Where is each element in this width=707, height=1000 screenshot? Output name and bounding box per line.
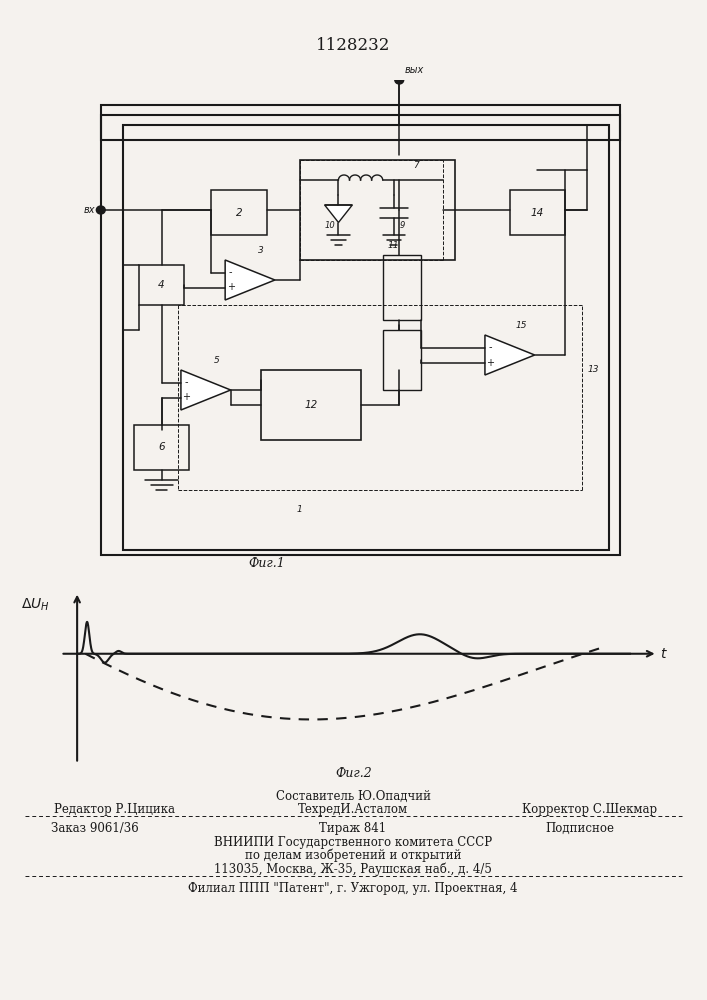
Text: 7: 7 bbox=[413, 161, 419, 170]
Bar bbox=[510, 190, 565, 235]
Text: Фиг.1: Фиг.1 bbox=[248, 557, 285, 570]
Text: 14: 14 bbox=[531, 208, 544, 218]
Text: Заказ 9061/36: Заказ 9061/36 bbox=[51, 822, 139, 835]
Text: Составитель Ю.Опадчий: Составитель Ю.Опадчий bbox=[276, 790, 431, 803]
Text: 113035, Москва, Ж-35, Раушская наб., д. 4/5: 113035, Москва, Ж-35, Раушская наб., д. … bbox=[214, 862, 492, 876]
Text: 15: 15 bbox=[515, 321, 527, 330]
Text: 6: 6 bbox=[158, 442, 165, 452]
Circle shape bbox=[96, 206, 105, 214]
Text: 1128232: 1128232 bbox=[316, 36, 391, 53]
Polygon shape bbox=[325, 205, 352, 223]
Text: Тираж 841: Тираж 841 bbox=[320, 822, 387, 835]
Bar bbox=[261, 370, 361, 440]
Text: Редактор Р.Цицика: Редактор Р.Цицика bbox=[54, 803, 175, 816]
Text: 9: 9 bbox=[399, 221, 404, 230]
Text: вых: вых bbox=[405, 65, 424, 75]
Text: вх: вх bbox=[83, 205, 95, 215]
Text: 3: 3 bbox=[258, 246, 264, 255]
Text: 5: 5 bbox=[214, 356, 220, 365]
Bar bbox=[139, 265, 184, 305]
Bar bbox=[211, 190, 267, 235]
Bar bbox=[134, 425, 189, 470]
Text: ВНИИПИ Государственного комитета СССР: ВНИИПИ Государственного комитета СССР bbox=[214, 836, 492, 849]
Text: Филиал ППП "Патент", г. Ужгород, ул. Проектная, 4: Филиал ППП "Патент", г. Ужгород, ул. Про… bbox=[188, 882, 518, 895]
Circle shape bbox=[395, 76, 404, 84]
Text: 10: 10 bbox=[325, 221, 336, 230]
Text: +: + bbox=[227, 282, 235, 292]
Text: +: + bbox=[182, 392, 190, 402]
Bar bbox=[123, 125, 609, 550]
Text: $\Delta U_H$: $\Delta U_H$ bbox=[21, 597, 49, 613]
Text: 13: 13 bbox=[588, 365, 599, 374]
Bar bbox=[101, 105, 620, 140]
Text: -: - bbox=[185, 377, 188, 387]
Text: ТехредИ.Асталом: ТехредИ.Асталом bbox=[298, 803, 408, 816]
Bar bbox=[101, 115, 620, 555]
Text: Фиг.2: Фиг.2 bbox=[335, 767, 372, 780]
Text: 2: 2 bbox=[235, 208, 243, 218]
Polygon shape bbox=[485, 335, 534, 375]
Text: -: - bbox=[489, 342, 492, 353]
Bar bbox=[382, 255, 421, 320]
Text: 11: 11 bbox=[388, 241, 399, 250]
Text: 4: 4 bbox=[158, 280, 165, 290]
Bar bbox=[382, 330, 421, 390]
Text: +: + bbox=[486, 358, 494, 367]
Text: Корректор С.Шекмар: Корректор С.Шекмар bbox=[522, 803, 658, 816]
Text: 1: 1 bbox=[297, 506, 303, 514]
Polygon shape bbox=[225, 260, 275, 300]
Text: Подписное: Подписное bbox=[546, 822, 614, 835]
Text: -: - bbox=[229, 267, 233, 277]
Text: по делам изобретений и открытий: по делам изобретений и открытий bbox=[245, 849, 461, 862]
Polygon shape bbox=[181, 370, 230, 410]
Text: t: t bbox=[660, 647, 666, 661]
Bar bbox=[300, 160, 455, 260]
Text: 12: 12 bbox=[304, 400, 317, 410]
